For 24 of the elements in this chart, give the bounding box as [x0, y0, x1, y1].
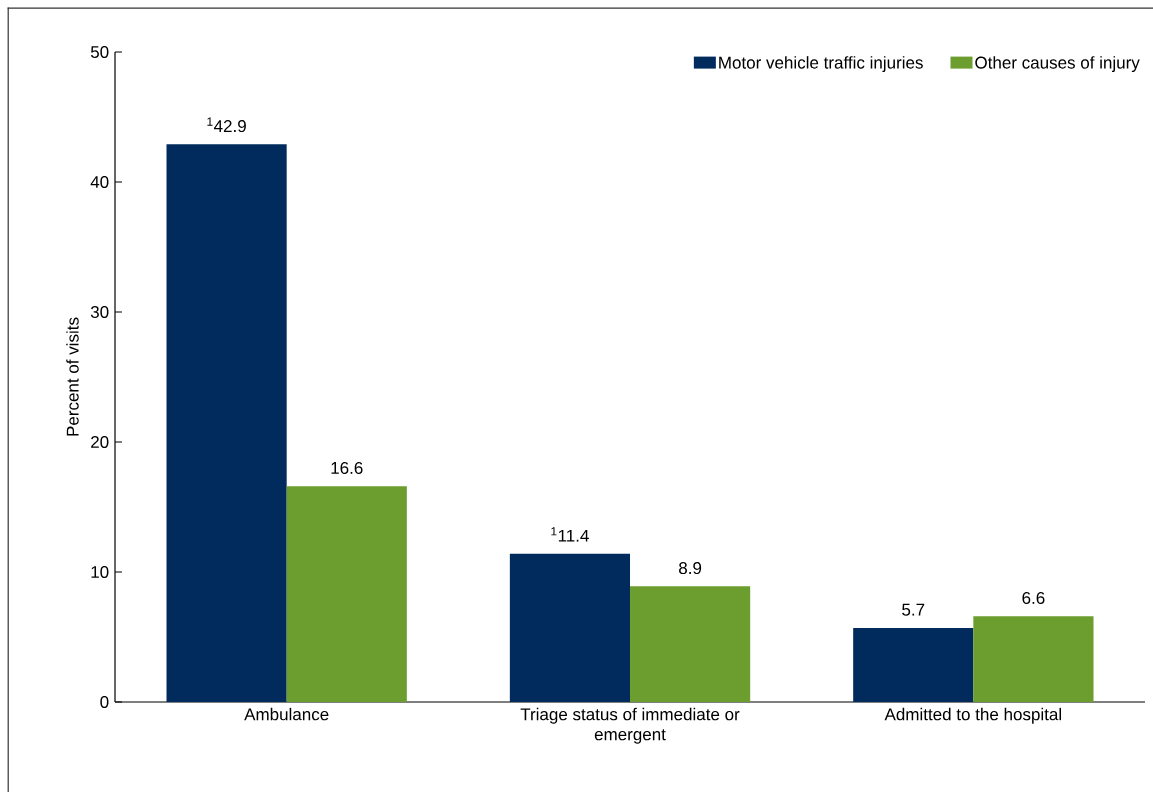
- x-tick-label: Triage status of immediate or emergent: [520, 707, 740, 744]
- y-axis-title: Percent of visits: [66, 317, 79, 436]
- y-tick-label: 30: [90, 305, 109, 319]
- bar: [509, 553, 631, 702]
- data-label: 6.6: [1022, 591, 1045, 604]
- legend-label: Other causes of injury: [975, 56, 1140, 73]
- bar: [853, 627, 974, 702]
- data-label: $^{1}$11.4: [551, 527, 589, 542]
- data-label: $^{1}$42.9: [207, 117, 246, 133]
- bar: [630, 586, 751, 702]
- x-tick-label: Admitted to the hospital: [884, 707, 1062, 724]
- data-label: 5.7: [902, 603, 925, 616]
- data-label: 16.6: [331, 461, 363, 474]
- x-tick-label: Ambulance: [244, 707, 329, 721]
- bar: [286, 486, 407, 702]
- y-tick-label: 10: [91, 565, 109, 579]
- bar: [166, 144, 287, 702]
- y-tick-label: 40: [90, 175, 109, 189]
- y-tick-label: 20: [91, 435, 109, 449]
- y-tick-label: 0: [100, 695, 109, 709]
- y-tick-label: 50: [90, 45, 109, 59]
- bar: [973, 616, 1094, 702]
- legend-label: Motor vehicle traffic injuries: [719, 56, 923, 73]
- data-label: 8.9: [679, 562, 702, 575]
